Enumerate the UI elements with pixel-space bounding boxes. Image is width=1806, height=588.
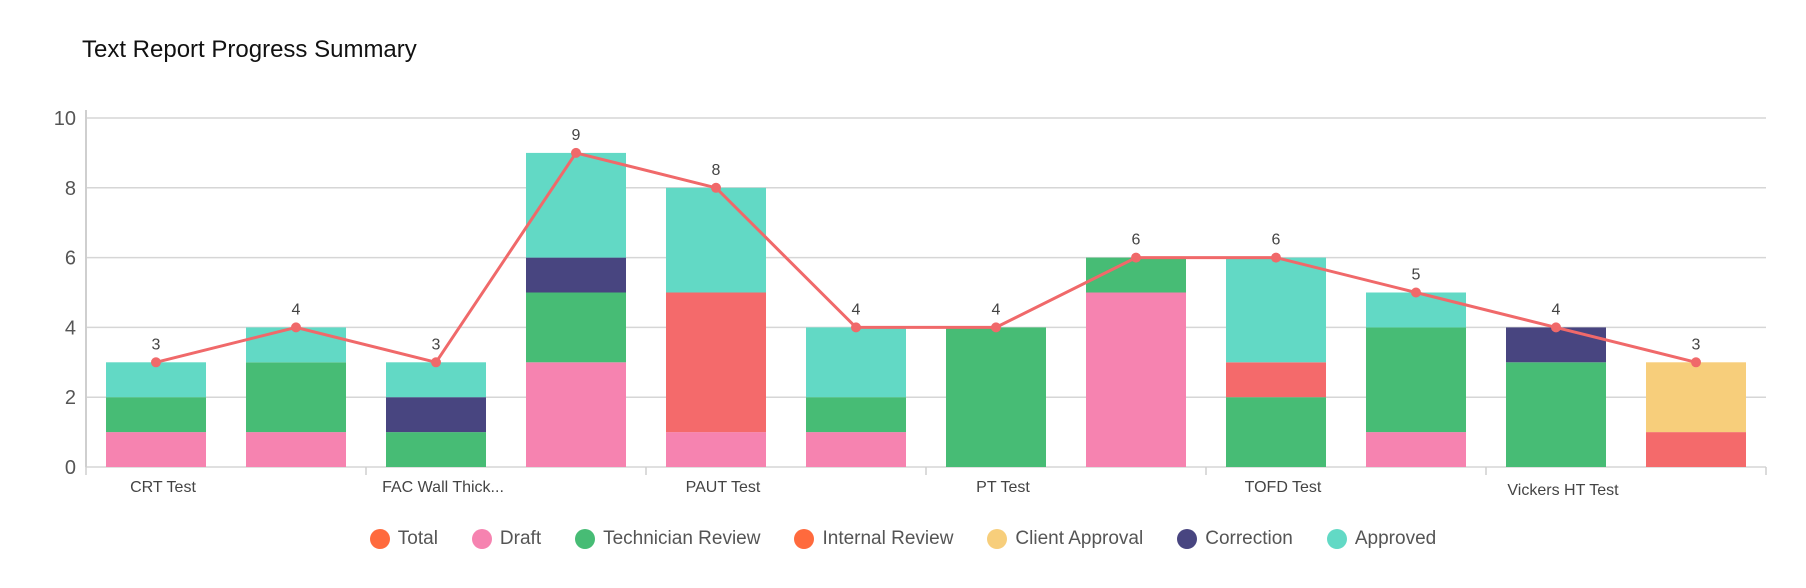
legend-swatch: [369, 529, 390, 549]
y-tick-label: 10: [54, 108, 76, 130]
total-point: [151, 357, 161, 368]
bar-segment-approved: [806, 327, 906, 398]
total-data-label: 3: [1692, 336, 1701, 353]
total-data-label: 5: [1412, 267, 1421, 284]
bar-segment-internal-review: [1646, 432, 1746, 467]
bar-segment-draft: [1086, 292, 1186, 467]
bar-segment-internal-review: [1226, 362, 1326, 398]
bar-segment-internal-review: [666, 292, 766, 433]
total-point: [1271, 252, 1281, 263]
y-tick-label: 2: [65, 387, 76, 409]
total-point: [1131, 252, 1141, 263]
legend-label: Internal Review: [822, 528, 954, 549]
bar-segment-technician-review: [1226, 397, 1326, 467]
legend-swatch: [471, 529, 492, 549]
total-data-label: 8: [712, 162, 721, 179]
total-data-label: 6: [1272, 232, 1281, 249]
legend-item-total[interactable]: Total: [369, 528, 438, 550]
legend-item-internal-review[interactable]: Internal Review: [794, 528, 953, 550]
y-tick-label: 8: [65, 178, 76, 200]
bar-segment-draft: [106, 432, 206, 467]
total-point: [1691, 357, 1701, 368]
bar-segment-draft: [246, 432, 346, 467]
legend-swatch: [575, 529, 596, 549]
total-point: [1411, 287, 1421, 298]
legend-label: Correction: [1205, 528, 1293, 549]
total-point: [1551, 322, 1561, 333]
y-tick-label: 4: [65, 317, 76, 339]
total-data-label: 4: [292, 301, 301, 318]
total-point: [571, 147, 581, 158]
stacked-bar-line-chart: 0 2 4 6 8 10 CRT Test FAC Wall Thick... PAUT Tes…: [54, 108, 1767, 499]
bar-segment-technician-review: [106, 397, 206, 433]
y-tick-label: 0: [65, 457, 76, 479]
legend-item-technician-review[interactable]: Technician Review: [575, 528, 760, 550]
total-data-label: 3: [152, 336, 161, 353]
bar-segment-draft: [666, 432, 766, 467]
total-data-label: 4: [992, 301, 1001, 318]
total-point: [431, 357, 441, 368]
total-point: [711, 182, 721, 193]
x-tick-label: CRT Test: [130, 479, 196, 496]
legend-swatch: [987, 529, 1008, 549]
legend-item-approved[interactable]: Approved: [1326, 528, 1437, 550]
bar-segment-technician-review: [526, 292, 626, 363]
bar-segment-draft: [806, 432, 906, 467]
x-tick-label: Vickers HT Test: [1507, 482, 1619, 499]
bar-segment-approved: [666, 187, 766, 293]
bar-segment-approved: [1366, 292, 1466, 328]
bar-segment-technician-review: [246, 362, 346, 433]
legend-label: Total: [397, 528, 438, 549]
legend-item-draft[interactable]: Draft: [471, 528, 542, 550]
bar-segment-technician-review: [386, 432, 486, 467]
total-point: [991, 322, 1001, 333]
bar-segment-technician-review: [946, 327, 1046, 467]
legend-swatch: [1326, 529, 1347, 549]
total-data-label: 4: [1552, 301, 1561, 318]
x-tick-label: PAUT Test: [686, 479, 761, 496]
chart-legend: Total Draft Technician Review Internal Revi…: [0, 528, 1806, 550]
legend-swatch: [794, 529, 815, 549]
legend-label: Draft: [499, 528, 542, 549]
x-tick-label: FAC Wall Thick...: [382, 479, 504, 496]
bar-segment-client-approval: [1646, 362, 1746, 433]
total-data-label: 3: [432, 336, 441, 353]
legend-label: Client Approval: [1015, 528, 1144, 549]
total-point: [851, 322, 861, 333]
bar-segment-approved: [386, 362, 486, 398]
bar-segment-correction: [526, 257, 626, 293]
total-data-label: 4: [852, 301, 861, 318]
bar-segment-draft: [1366, 432, 1466, 467]
bar-segment-correction: [386, 397, 486, 433]
bar-segment-approved: [1226, 257, 1326, 363]
bar-segment-technician-review: [1366, 327, 1466, 433]
y-tick-label: 6: [65, 248, 76, 270]
total-data-label: 9: [572, 127, 581, 144]
legend-label: Technician Review: [603, 528, 761, 549]
total-data-label: 6: [1132, 232, 1141, 249]
chart-title: Text Report Progress Summary: [82, 36, 417, 63]
bar-segment-technician-review: [806, 397, 906, 433]
legend-item-correction[interactable]: Correction: [1177, 528, 1293, 550]
bar-segment-technician-review: [1506, 362, 1606, 467]
x-tick-label: PT Test: [976, 479, 1030, 496]
legend-label: Approved: [1354, 528, 1437, 549]
bar-segment-approved: [246, 327, 346, 363]
bar-segment-draft: [526, 362, 626, 467]
legend-swatch: [1177, 529, 1198, 549]
total-line: [155, 151, 1697, 365]
bar-segment-correction: [1506, 327, 1606, 363]
legend-item-client-approval[interactable]: Client Approval: [987, 528, 1143, 550]
total-point: [291, 322, 301, 333]
x-tick-label: TOFD Test: [1245, 479, 1322, 496]
bar-segment-approved: [106, 362, 206, 398]
